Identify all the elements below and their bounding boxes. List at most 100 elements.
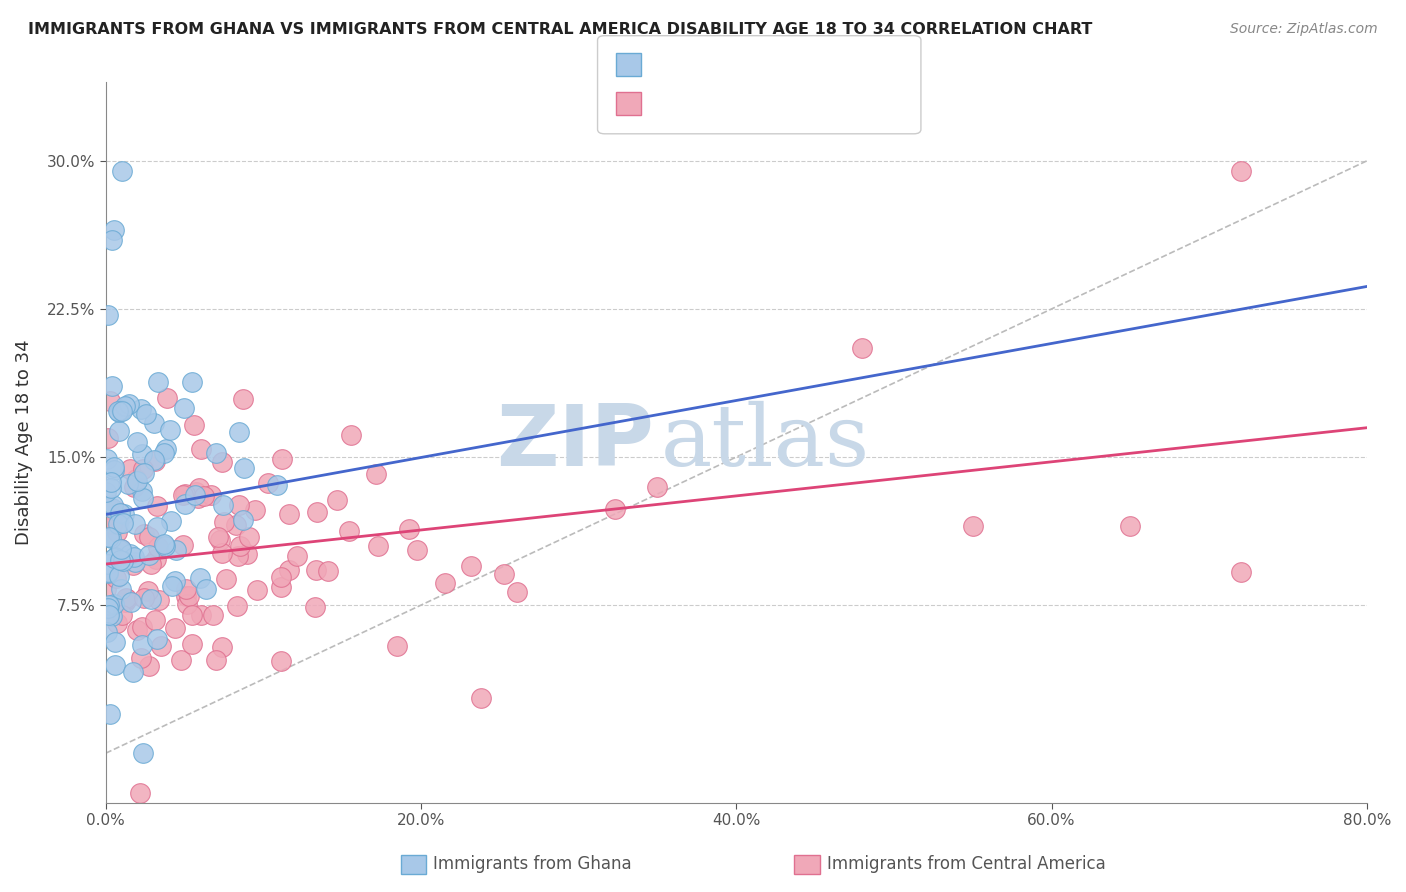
Point: [134, 526, 156, 541]
Point: [153, 445, 176, 459]
Point: [117, 476, 139, 491]
Y-axis label: Disability Age 18 to 34: Disability Age 18 to 34: [15, 339, 32, 545]
Point: [110, 163, 132, 178]
Point: [162, 578, 184, 592]
Point: [172, 488, 194, 502]
Point: [211, 546, 233, 560]
Point: [111, 608, 134, 623]
Point: [105, 504, 128, 518]
Point: [128, 786, 150, 800]
Point: [100, 517, 122, 532]
Point: [118, 462, 141, 476]
Point: [200, 488, 222, 502]
Point: [257, 475, 280, 490]
Point: [98, 501, 121, 516]
Point: [103, 549, 125, 564]
Point: [326, 492, 349, 507]
Point: [101, 233, 124, 247]
Point: [110, 542, 132, 557]
Point: [205, 446, 228, 460]
Point: [149, 639, 172, 653]
Point: [96, 625, 118, 640]
Point: [112, 554, 135, 568]
Point: [190, 571, 212, 585]
Point: [110, 582, 132, 597]
Point: [131, 446, 153, 460]
Text: R = -0.002   N = 109: R = -0.002 N = 109: [650, 96, 832, 111]
Point: [851, 342, 873, 356]
Point: [211, 454, 233, 468]
Point: [125, 472, 148, 486]
Point: [156, 391, 179, 405]
Point: [238, 530, 260, 544]
Point: [146, 499, 169, 513]
Point: [163, 622, 186, 636]
Point: [207, 530, 229, 544]
Point: [117, 591, 139, 606]
Point: [121, 665, 143, 679]
Point: [134, 467, 156, 481]
Point: [118, 547, 141, 561]
Point: [100, 501, 122, 516]
Point: [125, 475, 148, 489]
Point: [232, 513, 254, 527]
Point: [98, 501, 121, 516]
Point: [181, 637, 204, 651]
Point: [232, 392, 254, 406]
Point: [141, 557, 163, 571]
Point: [211, 640, 233, 655]
Point: [228, 498, 250, 512]
Point: [226, 549, 249, 563]
Point: [307, 504, 329, 518]
Point: [180, 375, 202, 389]
Point: [226, 599, 249, 613]
Text: Immigrants from Ghana: Immigrants from Ghana: [433, 855, 631, 873]
Point: [187, 491, 209, 505]
Point: [1229, 163, 1251, 178]
Point: [103, 550, 125, 565]
Point: [101, 379, 124, 393]
Point: [278, 563, 301, 577]
Point: [103, 459, 125, 474]
Point: [174, 497, 197, 511]
Point: [228, 425, 250, 439]
Point: [190, 442, 212, 456]
Point: [96, 452, 118, 467]
Point: [108, 424, 131, 438]
Point: [236, 547, 259, 561]
Point: [105, 524, 128, 539]
Point: [270, 570, 292, 584]
Point: [228, 539, 250, 553]
Point: [647, 480, 669, 494]
Point: [129, 402, 152, 417]
Point: [97, 514, 120, 528]
Point: [103, 597, 125, 611]
Point: [97, 566, 120, 580]
Point: [97, 601, 120, 615]
Point: [243, 503, 266, 517]
Point: [103, 634, 125, 648]
Point: [124, 516, 146, 531]
Point: [100, 481, 122, 495]
Point: [100, 475, 122, 490]
Point: [195, 582, 218, 596]
Point: [187, 482, 209, 496]
Point: [101, 498, 124, 512]
Point: [205, 653, 228, 667]
Text: R =   0.210   N =   91: R = 0.210 N = 91: [650, 57, 851, 71]
Point: [108, 543, 131, 558]
Point: [505, 585, 527, 599]
Point: [304, 599, 326, 614]
Point: [146, 520, 169, 534]
Point: [146, 375, 169, 389]
Point: [460, 559, 482, 574]
Point: [136, 583, 159, 598]
Point: [112, 508, 135, 522]
Point: [131, 619, 153, 633]
Point: [96, 582, 118, 597]
Point: [173, 487, 195, 501]
Point: [125, 623, 148, 637]
Point: [143, 614, 166, 628]
Point: [108, 405, 131, 419]
Point: [146, 632, 169, 647]
